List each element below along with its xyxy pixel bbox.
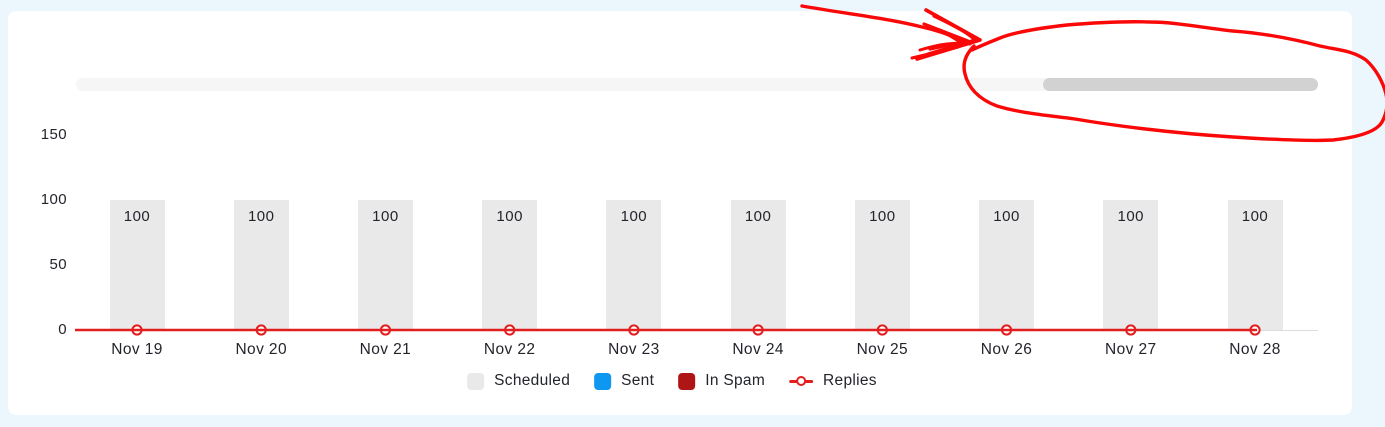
x-axis-label-nov-27: Nov 27 [1105,341,1157,358]
chart-horizontal-scrollbar-thumb[interactable] [1043,78,1318,91]
x-axis-label-nov-23: Nov 23 [608,341,660,358]
bar-scheduled-nov-20[interactable] [233,200,289,330]
x-axis-label-nov-20: Nov 20 [235,341,287,358]
legend-line-dot [796,376,807,386]
x-axis-line [75,330,1318,331]
bar-value-label: 100 [247,208,275,225]
bar-value-label: 100 [993,208,1020,225]
legend-line-marker-replies [789,373,814,390]
bar-scheduled-nov-23[interactable] [606,200,662,330]
x-axis-label-nov-21: Nov 21 [359,341,412,358]
legend-label-sent: Sent [621,372,655,389]
legend-label-replies: Replies [823,372,877,389]
x-axis-label-nov-22: Nov 22 [483,341,536,358]
bar-scheduled-nov-27[interactable] [1103,200,1159,330]
bar-scheduled-nov-19[interactable] [109,200,165,330]
x-axis-label-nov-26: Nov 26 [980,341,1033,358]
bar-scheduled-nov-22[interactable] [482,200,538,330]
legend-swatch-sent [594,372,612,390]
bar-value-label: 100 [496,208,523,225]
bar-scheduled-nov-28[interactable] [1227,200,1283,330]
bar-value-label: 100 [1117,208,1145,225]
y-axis-tick-100: 100 [40,191,67,208]
legend-item-scheduled[interactable]: Scheduled [467,372,570,390]
bar-value-label: 100 [372,208,399,225]
legend-swatch-scheduled [467,372,485,390]
legend-swatch-in-spam [678,372,696,390]
x-axis-label-nov-24: Nov 24 [732,341,784,358]
legend-item-in-spam[interactable]: In Spam [678,372,765,390]
chart-legend: Scheduled Sent In Spam Replies [467,372,877,390]
legend-item-replies[interactable]: Replies [789,372,877,390]
bar-value-label: 100 [620,208,648,225]
x-axis-label-nov-19: Nov 19 [111,341,163,358]
legend-label-scheduled: Scheduled [494,372,571,389]
legend-label-in-spam: In Spam [705,372,766,389]
bar-scheduled-nov-26[interactable] [979,200,1035,330]
legend-item-sent[interactable]: Sent [594,372,654,390]
bar-scheduled-nov-24[interactable] [730,200,786,330]
x-axis-label-nov-28: Nov 28 [1229,341,1281,358]
y-axis-tick-150: 150 [40,126,67,143]
bar-value-label: 100 [1241,208,1269,225]
bar-value-label: 100 [744,208,772,225]
bar-value-label: 100 [123,208,151,225]
bar-scheduled-nov-25[interactable] [854,200,910,330]
bar-scheduled-nov-21[interactable] [357,200,413,330]
bar-value-label: 100 [869,208,896,225]
y-axis-tick-0: 0 [58,321,67,338]
x-axis-label-nov-25: Nov 25 [856,341,909,358]
chart-horizontal-scrollbar-track[interactable] [76,78,1318,91]
y-axis-tick-50: 50 [49,256,67,273]
